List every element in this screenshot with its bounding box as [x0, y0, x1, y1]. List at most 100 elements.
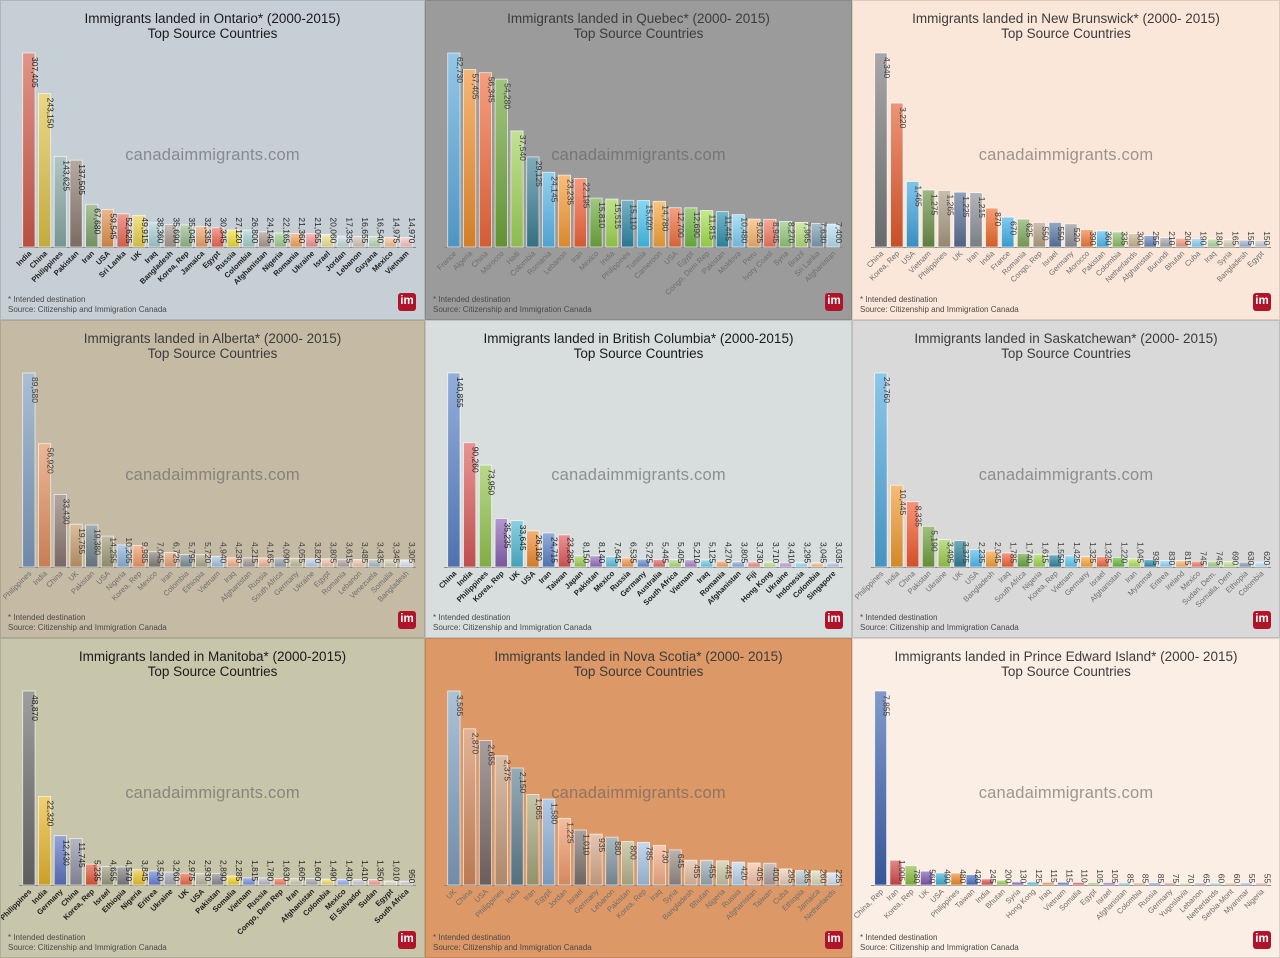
category-label: Philippines	[1, 887, 33, 922]
bar	[557, 817, 572, 886]
data-label: 5,210	[692, 542, 702, 564]
bar	[684, 207, 698, 248]
bar	[132, 544, 146, 568]
bar	[921, 189, 936, 248]
data-label: 1,010	[391, 860, 401, 882]
chart-footer: * Intended destination Source: Citizensh…	[8, 295, 167, 314]
category-label: China	[437, 569, 459, 591]
bar	[1001, 216, 1015, 248]
data-label: 3,730	[755, 542, 765, 564]
data-label: 2,890	[219, 860, 229, 882]
category-label: Iran	[80, 249, 96, 265]
watermark: canadaimmigrants.com	[125, 466, 300, 484]
bar	[210, 873, 225, 886]
data-label: 1,225	[961, 196, 971, 218]
data-label: 5,720	[203, 542, 213, 564]
bar	[478, 464, 492, 568]
data-label: 8,140	[597, 542, 607, 564]
data-label: 38,360	[156, 217, 166, 243]
chart-title: Immigrants landed in Alberta* (2000- 201…	[1, 331, 424, 361]
data-label: 1,220	[1120, 542, 1130, 564]
category-label: UK	[129, 249, 143, 263]
bar	[557, 174, 572, 248]
bar	[258, 557, 272, 568]
bar	[352, 559, 366, 568]
bar	[904, 865, 918, 886]
bar	[920, 870, 933, 886]
data-label: 7,400	[834, 222, 844, 244]
data-label: 550	[1040, 226, 1050, 240]
footnote: * Intended destination	[860, 933, 938, 942]
bar	[53, 835, 67, 886]
data-label: 4,090	[281, 542, 291, 564]
data-label: 7,630	[818, 222, 828, 244]
bar	[383, 559, 397, 568]
im-logo-icon: im	[1253, 293, 1271, 311]
bar	[399, 559, 413, 568]
bar	[1032, 553, 1046, 568]
data-label: 260	[818, 869, 828, 883]
bar	[542, 798, 556, 886]
bar	[352, 878, 366, 886]
data-label: 8,945	[771, 222, 781, 244]
bar	[1254, 882, 1268, 886]
data-label: 1,600	[313, 860, 323, 882]
data-label: 73,950	[487, 469, 497, 495]
data-label: 22,195	[581, 182, 591, 208]
bar	[1111, 556, 1126, 568]
bar	[810, 222, 824, 248]
bar	[794, 870, 808, 886]
bar	[1143, 235, 1157, 248]
data-label: 165	[1230, 231, 1240, 245]
bar	[320, 878, 335, 886]
data-label: 190	[1199, 231, 1209, 245]
source-note: Source: Citizenship and Immigration Cana…	[8, 304, 167, 314]
bar	[163, 871, 177, 886]
data-label: 620	[1262, 551, 1272, 565]
bar	[336, 878, 350, 886]
bar	[85, 524, 99, 568]
data-label: 3,495	[945, 542, 955, 564]
bar	[700, 559, 714, 568]
bar	[1206, 238, 1221, 248]
bar	[1032, 221, 1046, 248]
bar-chart: 48,870Philippines22,320India12,430German…	[1, 690, 417, 937]
bar	[1080, 229, 1094, 248]
data-label: 1,225	[566, 822, 576, 844]
chart-panel-prince-edward-island: 7,855 China, Rep 1,005 Iran 780 Korea, Rep 560…	[852, 638, 1280, 958]
bar	[132, 215, 146, 248]
bar	[874, 690, 888, 886]
data-label: 1,580	[550, 803, 560, 825]
data-label: 56,345	[487, 77, 497, 103]
category-label: Philippines	[1, 569, 33, 601]
bar	[69, 523, 83, 568]
data-label: 105	[1095, 869, 1105, 883]
bar	[510, 520, 524, 568]
bar	[148, 222, 162, 248]
data-label: 24,145	[550, 176, 560, 202]
bar	[684, 859, 698, 886]
im-logo-icon: im	[1253, 611, 1271, 629]
chart-title: Immigrants landed in British Columbia* (…	[426, 331, 851, 361]
bar	[478, 740, 492, 886]
data-label: 22,165	[281, 217, 291, 243]
chart-subtitle: Top Source Countries	[147, 664, 278, 679]
bar	[589, 197, 603, 248]
data-label: 1,605	[297, 860, 307, 882]
data-label: 56,920	[46, 448, 56, 474]
bar	[1159, 237, 1173, 248]
bar	[1175, 560, 1189, 568]
bar	[980, 878, 994, 886]
data-label: 12,430	[61, 840, 71, 866]
bar	[510, 130, 524, 248]
chart-footer: * Intended destination Source: Citizensh…	[433, 613, 592, 632]
data-label: 14,975	[391, 217, 401, 243]
data-label: 10,445	[898, 489, 908, 515]
data-label: 335	[1120, 231, 1130, 245]
category-label: Cuba	[1183, 249, 1203, 269]
data-label: 14,780	[660, 205, 670, 231]
bar	[399, 880, 413, 886]
chart-title-line: Immigrants landed in British Columbia* (…	[483, 331, 794, 346]
data-label: 11,815	[708, 215, 718, 241]
